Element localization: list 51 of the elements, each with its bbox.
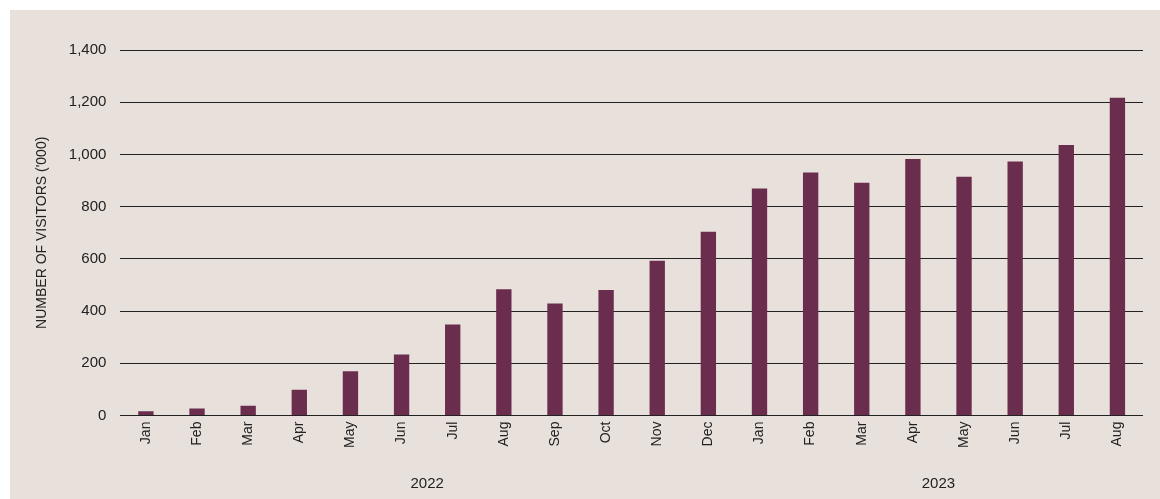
x-tick-label: Mar [852, 421, 869, 446]
bar [291, 389, 307, 416]
bar [1058, 145, 1074, 416]
bar [240, 405, 256, 416]
x-tick-label: Apr [290, 421, 307, 444]
x-tick-label: May [954, 421, 971, 448]
x-tick-label: Feb [801, 421, 818, 446]
x-tick-label: Jul [1057, 421, 1074, 440]
bar [905, 158, 921, 416]
y-tick-label: 600 [81, 249, 107, 267]
x-tick-label: Jul [443, 421, 460, 440]
x-tick-label: Aug [494, 421, 511, 447]
x-tick-label: Jan [750, 421, 767, 445]
x-tick-label: Aug [1108, 421, 1125, 447]
x-tick-label: Jan [136, 421, 153, 445]
y-tick-label: 0 [97, 405, 107, 423]
bar [1109, 97, 1126, 416]
x-tick-label: Jun [1006, 421, 1023, 445]
bar [496, 289, 512, 416]
bar [1007, 161, 1023, 416]
y-axis-title: NUMBER OF VISITORS ('000) [33, 136, 50, 329]
x-tick-label: Feb [187, 421, 204, 446]
y-tick-label: 800 [81, 196, 107, 214]
x-tick-label: Apr [903, 421, 920, 444]
bar [393, 354, 410, 416]
bar [445, 324, 461, 416]
y-tick-label: 400 [81, 301, 107, 319]
bar [598, 289, 614, 416]
text: 2022 [410, 474, 444, 492]
bar [802, 172, 819, 416]
bar [751, 188, 768, 416]
x-tick-label: Dec [699, 421, 716, 447]
bar [547, 303, 563, 416]
x-tick-label: Nov [648, 421, 665, 447]
y-tick-label: 1,400 [68, 40, 107, 58]
bar [700, 231, 717, 416]
bar [854, 182, 870, 416]
y-tick-label: 200 [81, 353, 107, 371]
bar [138, 411, 154, 416]
x-tick-label: Sep [545, 421, 562, 447]
x-tick-label: Jun [392, 421, 409, 445]
x-tick-label: May [341, 421, 358, 448]
y-tick-label: 1,200 [68, 92, 107, 110]
bar [189, 408, 205, 416]
bar [649, 260, 665, 416]
y-tick-label: 1,000 [68, 144, 107, 162]
bar [956, 176, 972, 416]
text: 2023 [921, 474, 956, 492]
bar [342, 371, 359, 416]
x-tick-label: Oct [596, 421, 613, 444]
x-tick-label: Mar [239, 421, 256, 446]
